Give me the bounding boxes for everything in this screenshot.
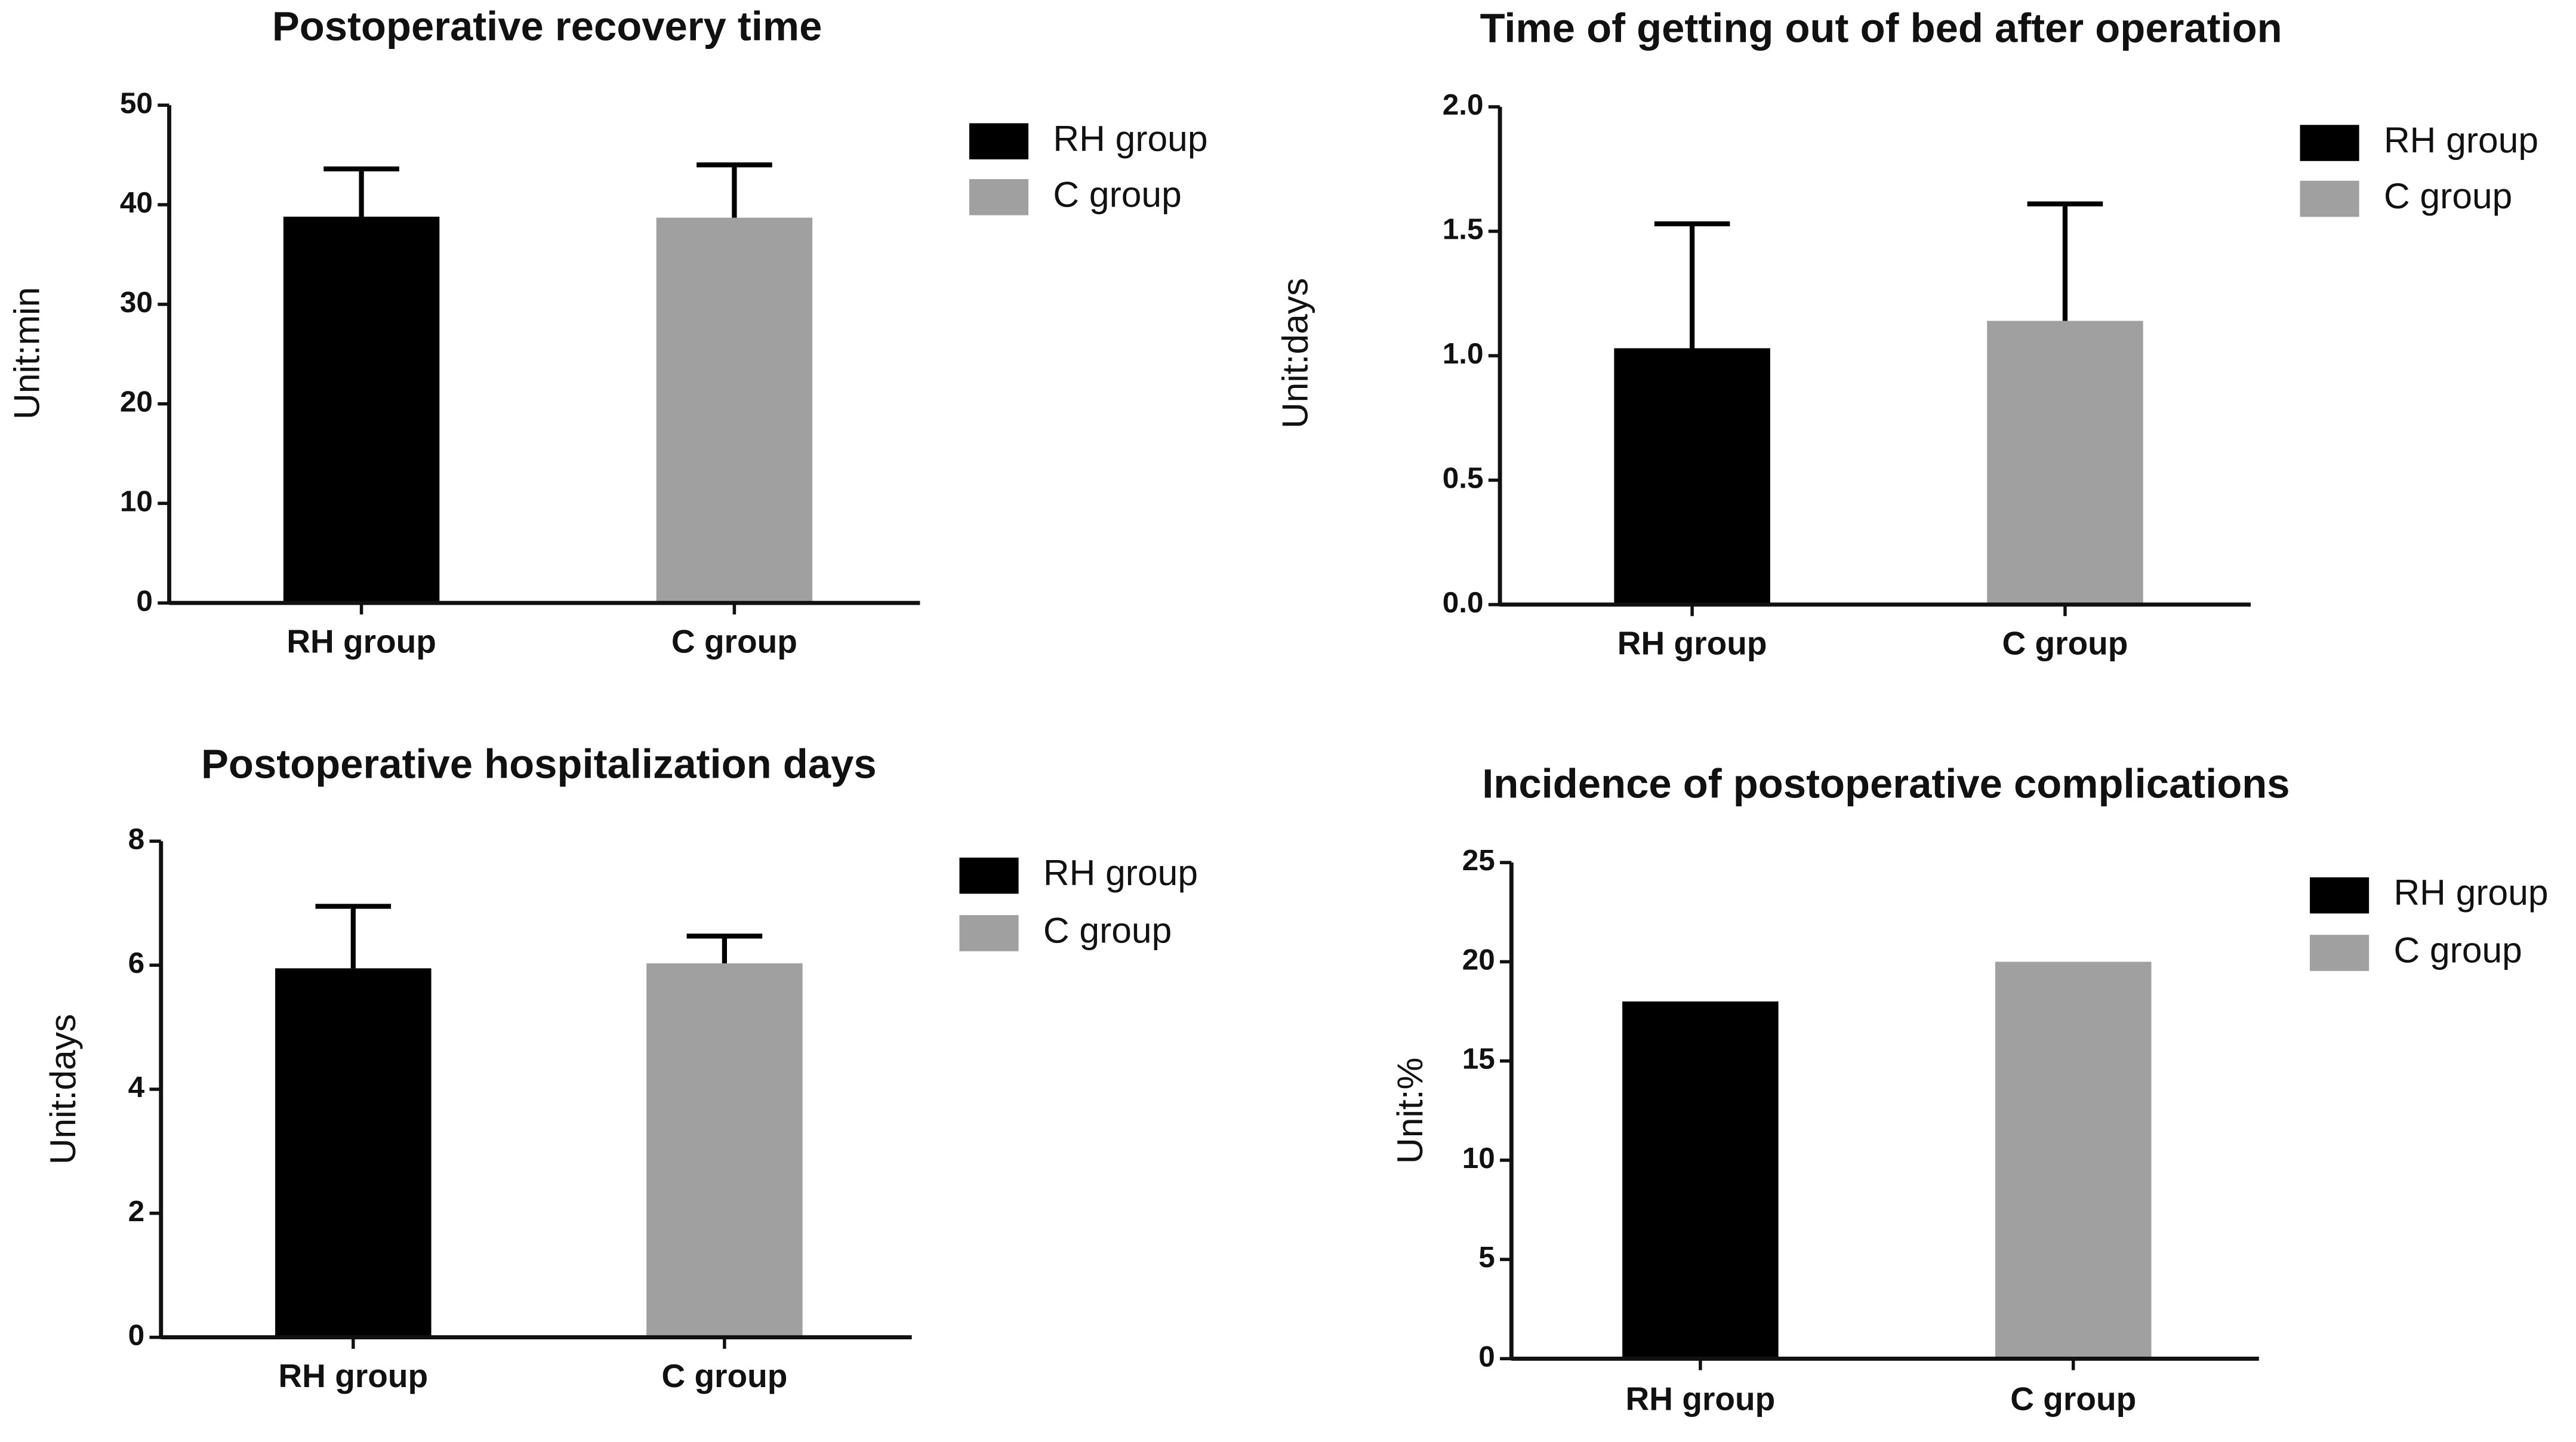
y-tick-label: 30 <box>120 286 153 319</box>
x-tick-label: C group <box>2002 624 2128 661</box>
legend-label: C group <box>2393 930 2522 970</box>
y-tick-label: 0 <box>136 584 153 617</box>
x-tick-label: RH group <box>286 623 436 660</box>
legend-swatch <box>2300 125 2359 161</box>
bar <box>656 217 813 603</box>
y-tick-label: 8 <box>128 822 145 855</box>
chart-title: Postoperative hospitalization days <box>201 741 877 787</box>
y-tick-label: 10 <box>120 485 153 518</box>
y-tick-label: 0 <box>1478 1340 1495 1373</box>
legend-label: RH group <box>2393 872 2548 913</box>
y-tick-label: 15 <box>1462 1043 1495 1076</box>
legend-swatch <box>969 179 1029 215</box>
legend-swatch <box>959 915 1019 951</box>
bar <box>1614 348 1770 605</box>
x-tick-label: RH group <box>1617 624 1767 661</box>
y-tick-label: 2 <box>128 1195 145 1228</box>
y-tick-label: 0 <box>128 1319 145 1352</box>
legend-label: C group <box>1053 174 1181 214</box>
legend-label: C group <box>2384 175 2512 216</box>
y-tick-label: 5 <box>1478 1241 1495 1274</box>
y-tick-label: 2.0 <box>1443 88 1484 121</box>
bar <box>1995 962 2152 1359</box>
y-tick-label: 10 <box>1462 1142 1495 1175</box>
x-tick-label: RH group <box>1626 1381 1776 1418</box>
y-tick-label: 4 <box>128 1071 145 1104</box>
bar <box>1622 1001 1779 1359</box>
legend-label: C group <box>1043 910 1172 950</box>
x-tick-label: C group <box>2010 1381 2136 1418</box>
bar <box>283 217 440 603</box>
y-tick-label: 40 <box>120 186 153 219</box>
legend-swatch <box>2300 180 2359 217</box>
y-tick-label: 6 <box>128 947 145 979</box>
y-tick-label: 1.0 <box>1443 337 1484 370</box>
chart-title: Postoperative recovery time <box>272 4 822 50</box>
y-axis-label: Unit:min <box>7 287 47 420</box>
chart-title: Incidence of postoperative complications <box>1482 761 2290 807</box>
y-axis-label: Unit:days <box>1275 278 1315 429</box>
legend-swatch <box>2310 935 2369 971</box>
legend-label: RH group <box>1053 118 1207 159</box>
x-tick-label: RH group <box>278 1357 428 1394</box>
bar <box>275 968 432 1338</box>
y-tick-label: 0.5 <box>1443 462 1484 495</box>
y-tick-label: 1.5 <box>1443 213 1484 246</box>
x-tick-label: C group <box>671 623 797 660</box>
x-tick-label: C group <box>661 1357 787 1394</box>
y-tick-label: 0.0 <box>1443 586 1484 619</box>
y-tick-label: 25 <box>1462 844 1495 877</box>
bar <box>646 963 803 1338</box>
y-axis-label: Unit:% <box>1389 1058 1430 1164</box>
y-axis-label: Unit:days <box>42 1014 83 1164</box>
legend-swatch <box>959 857 1019 894</box>
y-tick-label: 50 <box>120 87 153 119</box>
legend-swatch <box>2310 877 2369 914</box>
legend-swatch <box>969 123 1029 160</box>
bar <box>1987 321 2143 605</box>
chart-title: Time of getting out of bed after operati… <box>1480 5 2282 51</box>
y-tick-label: 20 <box>120 386 153 418</box>
y-tick-label: 20 <box>1462 943 1495 976</box>
legend-label: RH group <box>2384 120 2538 161</box>
legend-label: RH group <box>1043 852 1198 893</box>
